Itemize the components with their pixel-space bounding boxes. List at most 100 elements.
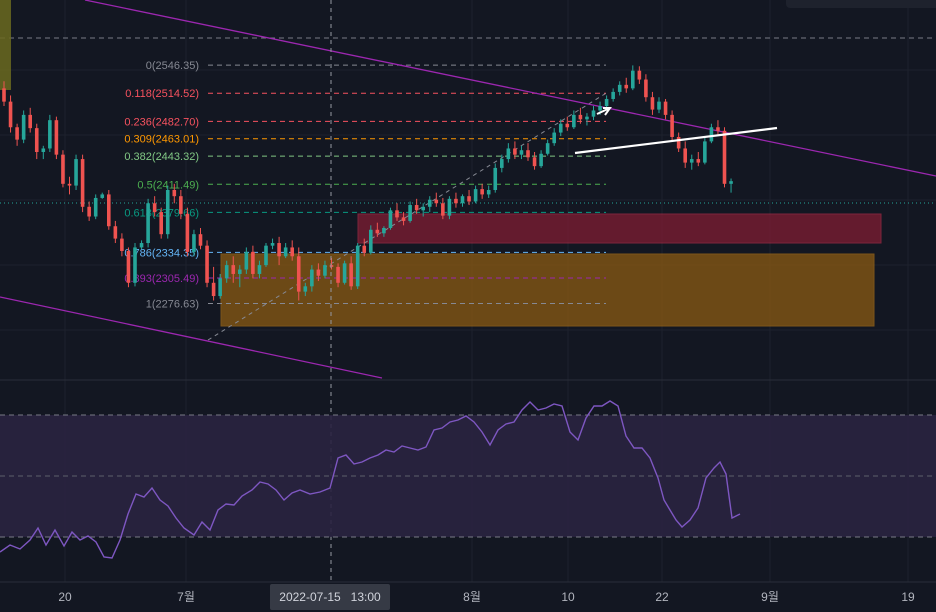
candle — [2, 81, 6, 107]
candle-body — [611, 91, 615, 99]
candle — [152, 196, 157, 217]
time-label: 7월 — [177, 590, 195, 604]
candle — [369, 225, 373, 255]
candle-body — [585, 116, 589, 120]
candle — [185, 207, 190, 257]
candles — [2, 65, 733, 301]
candle-body — [93, 197, 98, 217]
candle — [421, 203, 425, 217]
arrow-marker-icon — [596, 107, 612, 116]
candle — [244, 247, 249, 274]
candle-body — [441, 203, 445, 216]
candle — [290, 240, 294, 261]
time-label: 9월 — [761, 590, 779, 604]
candle-body — [159, 212, 163, 235]
candle-body — [2, 88, 6, 102]
candle — [80, 154, 85, 213]
candle-body — [716, 127, 720, 131]
candle — [41, 145, 46, 160]
candle — [545, 139, 550, 156]
candle-body — [113, 226, 118, 239]
candle-body — [165, 190, 170, 235]
candle-body — [283, 247, 288, 257]
candle — [382, 226, 386, 237]
candle — [54, 116, 59, 160]
candle — [558, 119, 563, 137]
candle-body — [624, 84, 629, 89]
candle — [277, 236, 281, 266]
candle-body — [67, 183, 72, 186]
candle — [74, 154, 78, 190]
candle-body — [296, 256, 301, 292]
candle-body — [604, 98, 609, 107]
fib-level-label: 0.786(2334.35) — [124, 247, 199, 259]
candle-body — [303, 286, 308, 292]
candle-body — [264, 245, 268, 266]
candle — [159, 207, 163, 239]
candle-body — [238, 269, 242, 274]
channel-lower-line[interactable] — [0, 296, 383, 379]
candle-body — [689, 159, 694, 163]
candle-body — [310, 269, 314, 287]
candle-body — [323, 265, 327, 276]
candle — [107, 190, 111, 230]
candle-body — [683, 148, 687, 163]
candle-body — [526, 150, 530, 158]
candle-body — [500, 159, 504, 168]
candle-body — [185, 213, 190, 252]
candle — [15, 123, 19, 146]
olive-zone — [0, 0, 11, 90]
candle-body — [369, 229, 373, 253]
candle-body — [558, 123, 563, 133]
candle-body — [539, 153, 543, 167]
candle-body — [362, 245, 367, 253]
channel-upper-line[interactable] — [84, 0, 936, 177]
candle — [270, 238, 275, 250]
fib-level-label: 0.382(2443.32) — [124, 151, 199, 163]
candle-body — [375, 229, 380, 234]
candle-body — [480, 189, 484, 195]
rsi-line — [0, 400, 741, 559]
candle — [637, 66, 642, 84]
candle — [113, 220, 118, 244]
time-label: 20 — [58, 590, 72, 604]
candle — [218, 273, 222, 299]
candle — [211, 266, 216, 301]
candle — [414, 198, 419, 214]
candle-body — [342, 263, 347, 283]
fib-trend-line — [207, 91, 609, 341]
candle — [611, 88, 615, 102]
candle — [729, 178, 733, 193]
candle-body — [336, 266, 340, 283]
candle — [493, 163, 498, 193]
candle — [100, 192, 105, 199]
white-trendline[interactable] — [574, 126, 778, 155]
time-label: 22 — [655, 590, 669, 604]
candle-body — [48, 120, 52, 149]
fib-level-label: 0(2546.35) — [146, 60, 199, 72]
candle-body — [650, 97, 655, 110]
candle-body — [532, 157, 537, 167]
candle — [34, 123, 39, 160]
candle-body — [251, 251, 255, 274]
candle — [650, 91, 655, 115]
fib-level-label: 0.118(2514.52) — [125, 88, 199, 100]
candle — [283, 243, 288, 259]
candle — [146, 198, 150, 248]
candle — [585, 113, 589, 126]
candle — [473, 185, 478, 204]
candle-body — [414, 205, 419, 211]
candle — [264, 243, 268, 267]
fib-level-label: 0.236(2482.70) — [124, 116, 199, 128]
candle-body — [133, 247, 137, 283]
candle-body — [139, 243, 144, 248]
candle-body — [427, 199, 432, 207]
candle — [120, 233, 124, 257]
candle-body — [224, 265, 229, 279]
candle — [624, 77, 629, 93]
candle — [572, 110, 576, 130]
candle — [316, 263, 321, 282]
candle — [205, 240, 209, 288]
candle-body — [61, 154, 65, 184]
